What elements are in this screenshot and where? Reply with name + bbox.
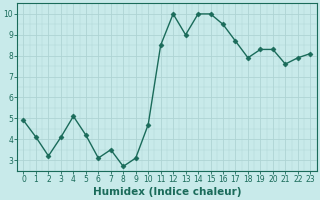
X-axis label: Humidex (Indice chaleur): Humidex (Indice chaleur) <box>93 187 241 197</box>
